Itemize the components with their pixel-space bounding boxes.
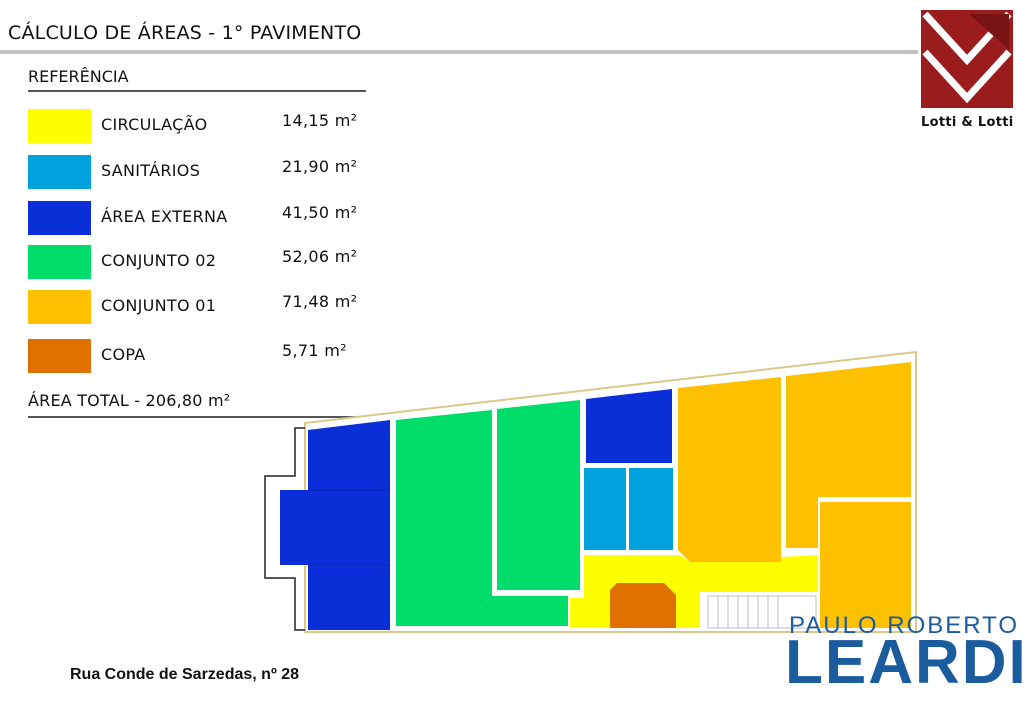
facade-outline xyxy=(264,427,305,631)
title-divider xyxy=(0,50,918,54)
address-label: Rua Conde de Sarzedas, nº 28 xyxy=(70,666,300,683)
conjunto-02-room-b xyxy=(497,400,580,590)
legend-item-name: CONJUNTO 01 xyxy=(101,296,217,315)
legend-bottom-divider xyxy=(28,416,366,418)
legend-item-area: 71,48 m² xyxy=(282,292,358,311)
stairs xyxy=(707,595,817,629)
legend-top-divider xyxy=(28,90,366,92)
legend-item-name: CONJUNTO 02 xyxy=(101,251,217,270)
watermark-line2: LEARDI xyxy=(785,628,1024,697)
area-externa-balcony xyxy=(280,490,310,565)
legend-item-name: ÁREA EXTERNA xyxy=(101,207,228,226)
sanitario-a xyxy=(584,468,626,550)
logo-text: Lotti & Lotti xyxy=(921,115,1014,130)
total-area: ÁREA TOTAL - 206,80 m² xyxy=(28,391,231,410)
legend-item-area: 52,06 m² xyxy=(282,247,358,266)
conjunto-01-room-b xyxy=(786,362,911,548)
conjunto-02-corridor xyxy=(396,596,568,626)
legend-item-name: SANITÁRIOS xyxy=(101,161,201,180)
conjunto-01-room-a xyxy=(678,377,781,562)
legend-heading: REFERÊNCIA xyxy=(28,67,129,86)
area-externa-swatch xyxy=(28,201,91,235)
legend-item-copa: COPA 5,71 m² xyxy=(28,339,368,375)
conjunto-01-swatch xyxy=(28,290,91,324)
legend-item-name: CIRCULAÇÃO xyxy=(101,115,208,134)
sanitario-b xyxy=(629,468,673,550)
legend-item-area: 5,71 m² xyxy=(282,341,347,360)
legend-item-sanitarios: SANITÁRIOS 21,90 m² xyxy=(28,155,368,191)
conjunto-02-room-a xyxy=(396,410,492,596)
circulacao-swatch xyxy=(28,109,91,143)
legend-item-conjunto-01: CONJUNTO 01 71,48 m² xyxy=(28,290,368,326)
conjunto-01-room-c xyxy=(820,502,911,628)
area-externa-left xyxy=(308,420,390,630)
copa-room xyxy=(610,583,676,628)
conjunto-02-swatch xyxy=(28,245,91,279)
legend-item-conjunto-02: CONJUNTO 02 52,06 m² xyxy=(28,245,368,281)
page-title: CÁLCULO DE ÁREAS - 1° PAVIMENTO xyxy=(8,22,362,44)
legend-item-area: 41,50 m² xyxy=(282,203,358,222)
lotti-logo-icon xyxy=(921,10,1013,108)
legend-item-name: COPA xyxy=(101,345,146,364)
legend-item-area: 21,90 m² xyxy=(282,157,358,176)
copa-swatch xyxy=(28,339,91,373)
sanitarios-swatch xyxy=(28,155,91,189)
area-externa-top xyxy=(586,389,672,463)
watermark-line1: PAULO ROBERTO xyxy=(789,612,1020,639)
legend-item-area-externa: ÁREA EXTERNA 41,50 m² xyxy=(28,201,368,237)
legend-item-circulacao: CIRCULAÇÃO 14,15 m² xyxy=(28,109,368,145)
legend-item-area: 14,15 m² xyxy=(282,111,358,130)
